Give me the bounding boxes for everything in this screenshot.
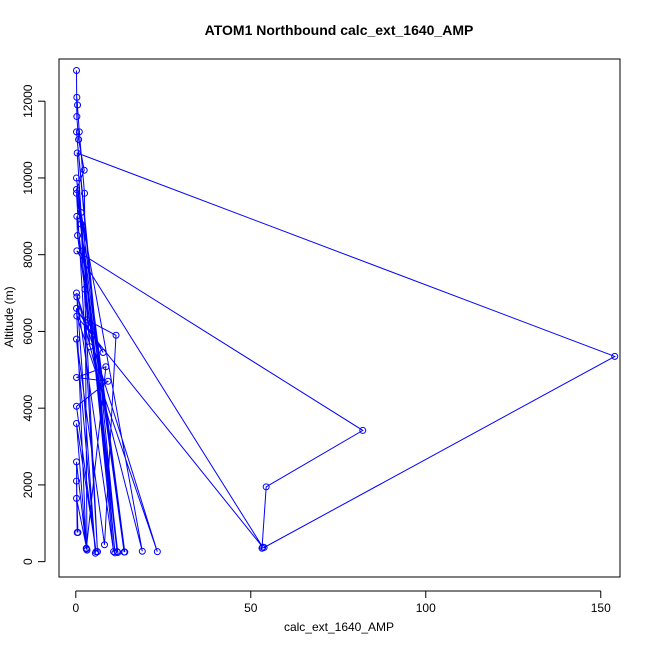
data-point bbox=[359, 426, 367, 434]
plot-frame bbox=[58, 58, 621, 578]
data-point bbox=[72, 289, 80, 297]
data-point bbox=[110, 548, 118, 556]
y-tick-label: 8000 bbox=[21, 241, 35, 268]
data-point bbox=[72, 128, 80, 136]
x-tick-label: 50 bbox=[244, 601, 258, 615]
data-point bbox=[262, 483, 270, 491]
data-point bbox=[75, 136, 83, 144]
data-point bbox=[73, 312, 81, 320]
data-point bbox=[104, 377, 112, 385]
data-point bbox=[72, 494, 80, 502]
data-point bbox=[138, 547, 146, 555]
data-point bbox=[72, 335, 80, 343]
data-point bbox=[72, 477, 80, 485]
x-tick-label: 100 bbox=[416, 601, 436, 615]
data-point bbox=[92, 548, 100, 556]
y-axis-label: Altitude (m) bbox=[2, 286, 16, 347]
y-tick-label: 10000 bbox=[21, 161, 35, 195]
data-point bbox=[112, 331, 120, 339]
data-point bbox=[72, 304, 80, 312]
data-point bbox=[100, 541, 108, 549]
x-tick-label: 0 bbox=[72, 601, 79, 615]
data-point bbox=[83, 546, 91, 554]
data-point bbox=[111, 549, 119, 557]
data-point bbox=[72, 373, 80, 381]
y-tick-label: 4000 bbox=[21, 395, 35, 422]
data-point bbox=[77, 208, 85, 216]
data-point bbox=[72, 420, 80, 428]
data-point bbox=[258, 544, 266, 552]
x-tick-label: 150 bbox=[591, 601, 611, 615]
data-point bbox=[153, 548, 161, 556]
data-point bbox=[259, 543, 267, 551]
data-point bbox=[81, 189, 89, 197]
data-point bbox=[77, 220, 85, 228]
plot-area: 0 50 100 150 0 2000 4000 6000 8000 10000 12000 bbox=[21, 58, 621, 615]
data-point bbox=[80, 166, 88, 174]
data-point bbox=[72, 67, 80, 75]
data-point bbox=[74, 101, 82, 109]
data-point bbox=[72, 458, 80, 466]
data-point bbox=[73, 212, 81, 220]
data-point bbox=[81, 285, 89, 293]
data-point bbox=[74, 232, 82, 240]
data-point bbox=[611, 352, 619, 360]
data-point bbox=[79, 247, 87, 255]
y-tick-label: 12000 bbox=[21, 84, 35, 118]
data-point bbox=[73, 149, 81, 157]
x-axis-label: calc_ext_1640_AMP bbox=[284, 620, 394, 634]
chart-title: ATOM1 Northbound calc_ext_1640_AMP bbox=[205, 22, 474, 38]
data-point bbox=[99, 349, 107, 357]
data-point bbox=[72, 189, 80, 197]
data-point bbox=[74, 528, 82, 536]
y-tick-label: 2000 bbox=[21, 471, 35, 498]
data-point bbox=[75, 128, 83, 136]
data-point bbox=[102, 363, 110, 371]
y-tick-label: 6000 bbox=[21, 318, 35, 345]
data-point bbox=[72, 402, 80, 410]
data-point bbox=[83, 316, 91, 324]
series-line bbox=[75, 70, 616, 554]
data-point bbox=[121, 548, 129, 556]
data-point bbox=[73, 113, 81, 121]
data-point bbox=[86, 343, 94, 351]
y-tick-label: 0 bbox=[21, 558, 35, 565]
data-point bbox=[72, 174, 80, 182]
data-point bbox=[73, 293, 81, 301]
data-point bbox=[73, 93, 81, 101]
data-point bbox=[72, 185, 80, 193]
